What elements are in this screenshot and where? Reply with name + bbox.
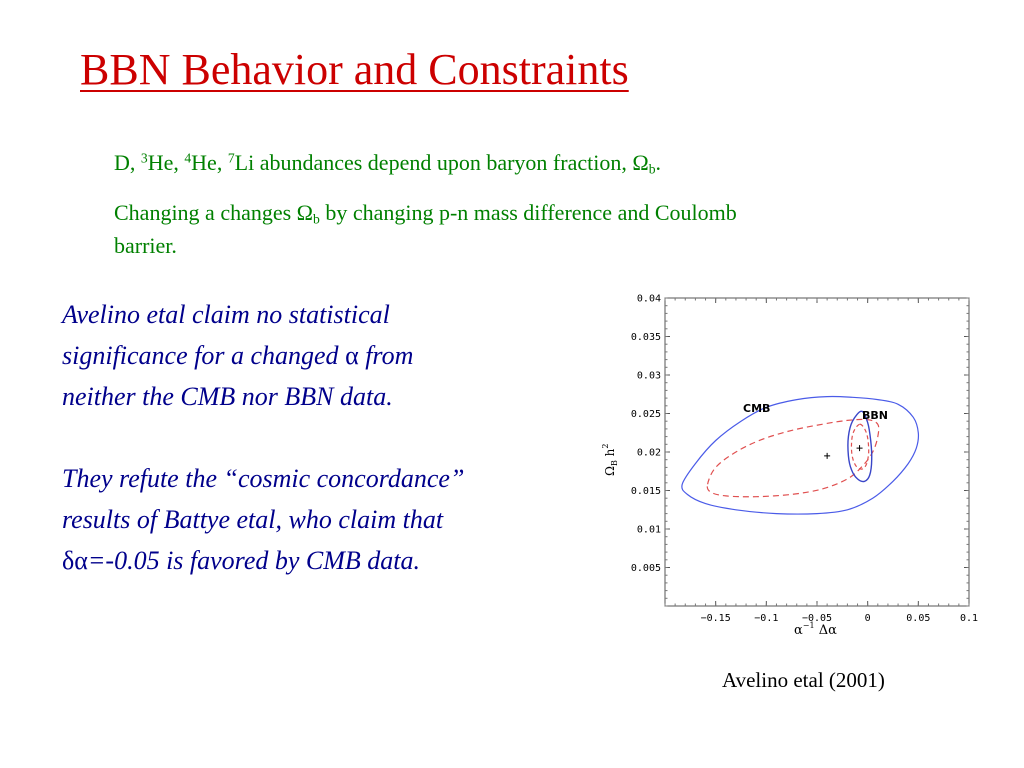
bullet-changing-alpha: Changing a changes Ωb by changing p-n ma…: [114, 200, 737, 227]
figure-caption: Avelino etal (2001): [722, 668, 885, 692]
x-axis-label: α−1 Δα: [794, 621, 837, 638]
axis-ticks: −0.15 −0.1 −0.05 0 0.05 0.1 0.005 0.01 0.015 0.02…: [631, 294, 978, 625]
bbn-outer-contour: [847, 410, 873, 483]
best-fit-marker: [824, 452, 831, 459]
y-tick-label: 0.015: [631, 486, 661, 497]
x-tick-label: 0.1: [960, 613, 978, 624]
claim-line-2: significance for a changed α from: [62, 341, 414, 370]
x-tick-label: −0.15: [701, 613, 731, 624]
y-tick-label: 0.025: [631, 409, 661, 420]
x-tick-label: −0.1: [754, 613, 778, 624]
y-tick-label: 0.035: [631, 332, 661, 343]
x-tick-label: 0: [865, 613, 871, 624]
bullet-changing-alpha-cont: barrier.: [114, 233, 177, 258]
refute-line-1: They refute the “cosmic concordance”: [62, 464, 465, 493]
cmb-outer-contour: [681, 395, 920, 515]
bbn-label: BBN: [862, 409, 888, 422]
best-fit-marker: [856, 445, 863, 452]
refute-line-3: δα=-0.05 is favored by CMB data.: [62, 546, 421, 575]
x-tick-label: 0.05: [906, 613, 930, 624]
bullet-abundances: D, 3He, 4He, 7Li abundances depend upon …: [114, 150, 662, 177]
refute-line-2: results of Battye etal, who claim that: [62, 505, 444, 534]
claim-line-3: neither the CMB nor BBN data.: [62, 382, 393, 411]
best-fit-markers: [824, 445, 863, 459]
y-tick-label: 0.02: [637, 448, 661, 459]
y-tick-label: 0.04: [637, 294, 661, 305]
cmb-inner-contour: [706, 418, 880, 498]
avelino-contour-plot: −0.15 −0.1 −0.05 0 0.05 0.1 0.005 0.01 0.015 0.02…: [601, 294, 978, 639]
plot-frame: [664, 297, 970, 607]
y-tick-label: 0.01: [637, 525, 661, 536]
bbn-inner-contour: [850, 423, 870, 470]
x-tick-label: −0.05: [802, 613, 832, 624]
contours: [681, 395, 920, 515]
y-axis-label: ΩB h2: [601, 444, 619, 476]
slide-title: BBN Behavior and Constraints: [80, 45, 629, 94]
y-tick-label: 0.005: [631, 563, 661, 574]
claim-line-1: Avelino etal claim no statistical: [62, 300, 390, 329]
y-tick-label: 0.03: [637, 371, 661, 382]
cmb-label: CMB: [743, 402, 770, 415]
